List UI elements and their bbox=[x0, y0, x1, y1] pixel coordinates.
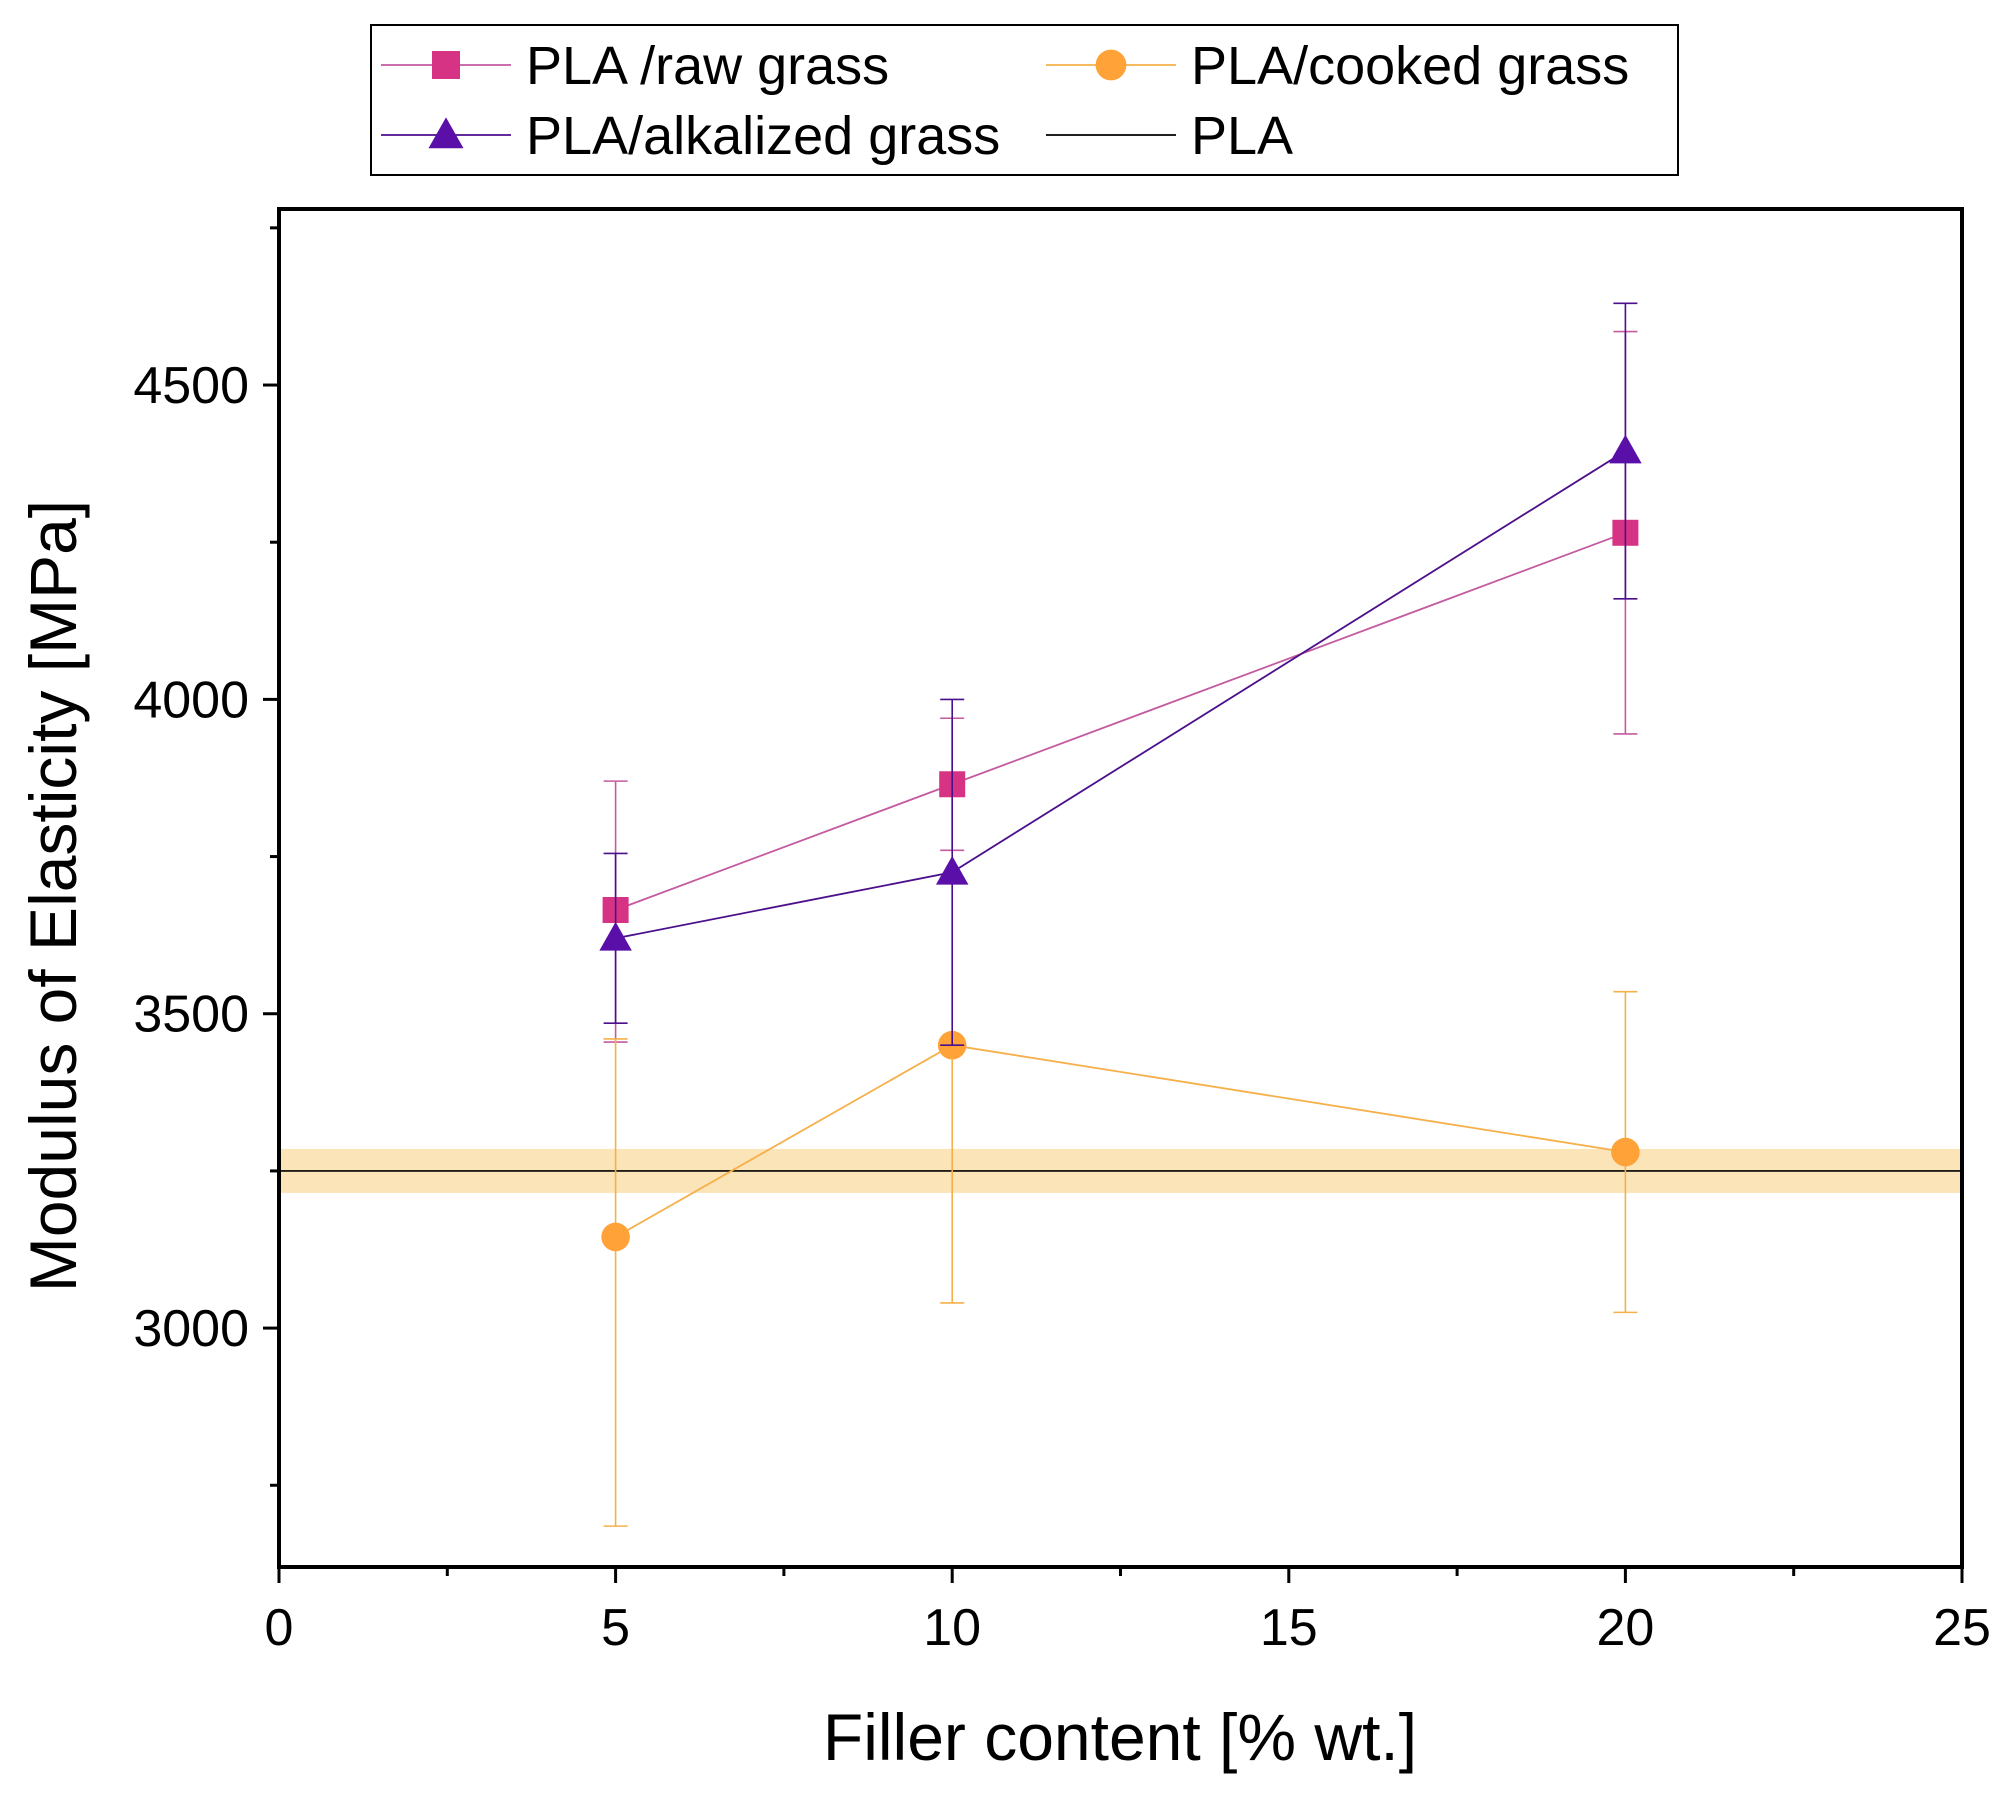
legend-label: PLA /raw grass bbox=[526, 36, 889, 96]
x-tick-label: 0 bbox=[265, 1599, 294, 1657]
pla-alkalized-grass-point bbox=[935, 855, 969, 885]
x-axis-title: Filler content [% wt.] bbox=[823, 1700, 1417, 1774]
axes: 0 5 10 15 20 25 3000 3500 4000 4500 bbox=[133, 207, 1991, 1657]
legend-entry: PLA/cooked grass bbox=[1046, 36, 1629, 96]
pla-alkalized-grass-point bbox=[599, 921, 632, 951]
pla-cooked-grass-point bbox=[1611, 1137, 1640, 1167]
legend-entry: PLA /raw grass bbox=[381, 36, 889, 96]
legend: PLA /raw grass PLA/cooked grass PLA/alkali… bbox=[370, 24, 1679, 176]
y-tick-label: 4000 bbox=[133, 671, 249, 729]
y-tick-label: 4500 bbox=[133, 357, 249, 415]
pla-cooked-grass-line bbox=[615, 1044, 1626, 1238]
x-tick-label: 15 bbox=[1260, 1599, 1318, 1657]
pla-cooked-grass-point bbox=[601, 1222, 630, 1252]
legend-label: PLA/alkalized grass bbox=[526, 106, 1000, 166]
legend-label: PLA bbox=[1191, 106, 1293, 166]
legend-entry: PLA/alkalized grass bbox=[381, 106, 1000, 166]
pla-raw-grass-line bbox=[615, 531, 1626, 911]
legend-label: PLA/cooked grass bbox=[1191, 36, 1629, 96]
legend-pla-raw-grass-marker bbox=[432, 51, 460, 79]
x-tick-label: 10 bbox=[923, 1599, 981, 1657]
pla-alkalized-grass-line bbox=[615, 450, 1626, 940]
legend-entry: PLA bbox=[1046, 106, 1293, 166]
plot-frame bbox=[277, 207, 1964, 1569]
x-tick-label: 25 bbox=[1933, 1599, 1991, 1657]
y-tick-label: 3500 bbox=[133, 986, 249, 1044]
x-tick-label: 20 bbox=[1596, 1599, 1654, 1657]
legend-pla-alkalized-grass-marker bbox=[428, 117, 464, 149]
pla-alkalized-grass-series bbox=[599, 302, 1642, 1046]
y-tick-label: 3000 bbox=[133, 1300, 249, 1358]
pla-cooked-grass-series bbox=[601, 990, 1640, 1527]
pla-raw-grass-series bbox=[602, 330, 1639, 1043]
pla-alkalized-grass-point bbox=[1609, 434, 1642, 464]
legend-box bbox=[370, 24, 1679, 176]
legend-pla-cooked-grass-marker bbox=[1095, 49, 1127, 81]
plot-area bbox=[279, 302, 1962, 1527]
x-tick-label: 5 bbox=[601, 1599, 630, 1657]
y-axis-title: Modulus of Elasticity [MPa] bbox=[16, 500, 90, 1292]
